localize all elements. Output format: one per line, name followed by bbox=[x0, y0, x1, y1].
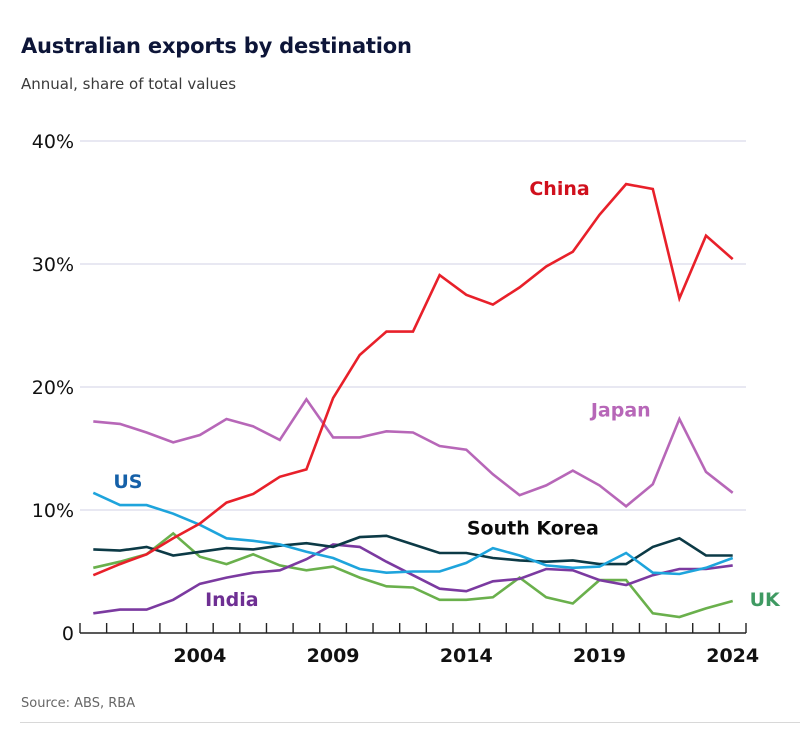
series-label-india: India bbox=[205, 589, 259, 611]
series-label-south-korea: South Korea bbox=[467, 518, 599, 540]
source-note: Source: ABS, RBA bbox=[21, 696, 136, 711]
series-line-china bbox=[92, 182, 734, 577]
chart-title: Australian exports by destination bbox=[21, 34, 412, 58]
series-label-us: US bbox=[113, 471, 142, 493]
series-lines bbox=[92, 182, 734, 619]
series-labels: China Japan US South Korea India UK bbox=[113, 178, 781, 611]
y-tick-label: 30% bbox=[32, 254, 74, 276]
line-chart: 0 10% 20% 30% 40% 2004 2009 2014 2019 2024 China… bbox=[32, 131, 781, 667]
x-tick-label: 2014 bbox=[440, 645, 493, 667]
series-label-uk: UK bbox=[750, 589, 781, 611]
x-axis: 2004 2009 2014 2019 2024 bbox=[79, 623, 759, 667]
chart-subtitle: Annual, share of total values bbox=[21, 75, 237, 93]
y-tick-label: 10% bbox=[32, 500, 74, 522]
x-tick-label: 2024 bbox=[706, 645, 759, 667]
footer-divider bbox=[20, 722, 800, 723]
series-line-japan bbox=[93, 396, 734, 508]
series-label-japan: Japan bbox=[589, 400, 651, 422]
series-line-uk bbox=[93, 531, 734, 619]
y-tick-label: 40% bbox=[32, 131, 74, 153]
y-axis-ticks: 0 10% 20% 30% 40% bbox=[32, 131, 74, 645]
y-tick-label: 0 bbox=[62, 623, 74, 645]
y-tick-label: 20% bbox=[32, 377, 74, 399]
x-tick-label: 2004 bbox=[173, 645, 226, 667]
series-line-south-korea bbox=[93, 534, 733, 566]
series-line-us bbox=[92, 491, 734, 576]
x-tick-label: 2009 bbox=[307, 645, 360, 667]
x-tick-label: 2019 bbox=[573, 645, 626, 667]
series-line-india bbox=[93, 543, 733, 615]
series-label-china: China bbox=[529, 178, 589, 200]
gridlines bbox=[80, 140, 746, 511]
